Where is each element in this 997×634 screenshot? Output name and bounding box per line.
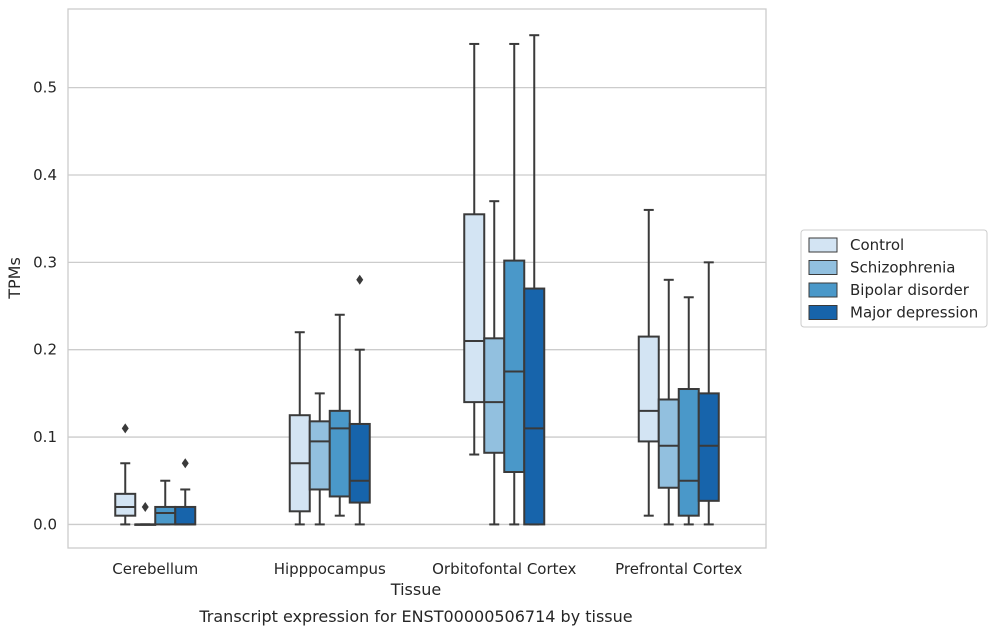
y-tick-label: 0.3 xyxy=(33,253,57,271)
box-group xyxy=(154,479,177,526)
box xyxy=(677,388,700,517)
box xyxy=(348,422,371,504)
x-tick-label: Orbitofontal Cortex xyxy=(432,560,576,578)
box xyxy=(697,392,720,502)
box-group xyxy=(134,501,157,526)
legend-label: Major depression xyxy=(850,304,978,322)
box xyxy=(328,409,351,498)
legend-label: Schizophrenia xyxy=(850,259,955,277)
box xyxy=(523,287,546,526)
x-tick-label: Cerebellum xyxy=(112,560,198,578)
box-group xyxy=(503,42,526,526)
legend-swatch xyxy=(808,237,838,253)
x-tick-label: Prefrontal Cortex xyxy=(615,560,742,578)
box xyxy=(483,337,506,454)
outlier-point xyxy=(121,423,129,434)
legend-label: Control xyxy=(850,236,904,254)
box-group xyxy=(348,274,371,526)
boxes xyxy=(114,34,720,526)
x-tick-label: Hipppocampus xyxy=(274,560,386,578)
plot-area-frame xyxy=(67,8,767,549)
box-group xyxy=(523,34,546,526)
box-group xyxy=(657,278,680,526)
outlier-point xyxy=(356,274,364,285)
box xyxy=(308,420,331,491)
y-tick-label: 0.1 xyxy=(33,428,57,446)
box-group xyxy=(637,208,660,517)
box xyxy=(174,505,197,526)
box xyxy=(114,492,137,517)
box-group xyxy=(308,392,331,526)
box xyxy=(503,259,526,473)
x-axis-ticks: Cerebellum Hipppocampus Orbitofontal Corte… xyxy=(112,560,742,578)
y-tick-label: 0.0 xyxy=(33,515,57,533)
box-group xyxy=(288,331,311,526)
box-group xyxy=(114,423,137,526)
box-group xyxy=(328,313,351,517)
y-tick-label: 0.2 xyxy=(33,341,57,359)
box-group xyxy=(463,42,486,456)
outlier-point xyxy=(181,458,189,469)
box xyxy=(637,335,660,443)
y-tick-label: 0.4 xyxy=(33,166,57,184)
legend-label: Bipolar disorder xyxy=(850,281,970,299)
box-group xyxy=(677,296,700,526)
y-axis-label: TPMs xyxy=(5,257,24,300)
legend-swatch xyxy=(808,305,838,320)
box xyxy=(657,398,680,489)
legend: Control Schizophrenia Bipolar disorder Majo… xyxy=(800,229,988,328)
box-group xyxy=(697,261,720,526)
outlier-point xyxy=(141,501,149,512)
legend-swatch xyxy=(808,282,838,298)
y-tick-label: 0.5 xyxy=(33,79,57,97)
box-group xyxy=(483,200,506,526)
box-group xyxy=(174,458,197,526)
box xyxy=(463,213,486,404)
box xyxy=(154,505,177,526)
y-axis-ticks: 0.0 0.1 0.2 0.3 0.4 0.5 xyxy=(33,79,57,534)
x-axis-label: Tissue xyxy=(390,580,441,599)
legend-frame xyxy=(800,229,988,328)
chart-caption: Transcript expression for ENST0000050671… xyxy=(198,607,632,626)
legend-swatch xyxy=(808,260,838,275)
gridlines xyxy=(68,86,766,526)
